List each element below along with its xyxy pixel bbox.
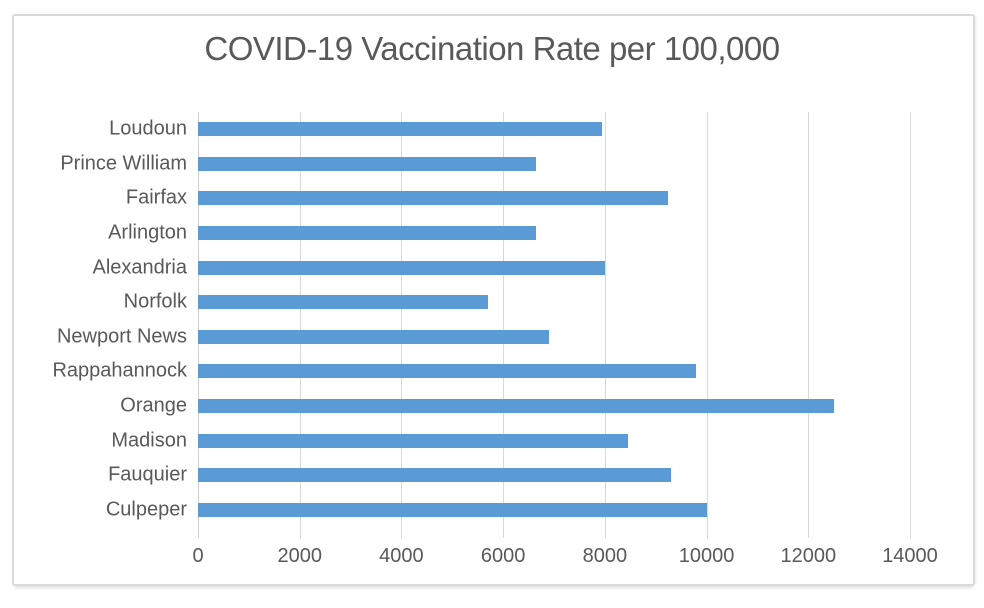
category-label-orange: Orange <box>120 394 187 417</box>
x-tick-label-4000: 4000 <box>379 545 424 567</box>
category-label-norfolk: Norfolk <box>123 290 187 313</box>
bar-madison <box>198 433 628 448</box>
category-label-fauquier: Fauquier <box>108 463 187 486</box>
chart-frame <box>12 14 975 586</box>
bar-orange <box>198 398 834 413</box>
category-label-rappahannock: Rappahannock <box>52 359 187 382</box>
x-tick-label-6000: 6000 <box>480 545 526 567</box>
category-label-madison: Madison <box>111 429 187 452</box>
bar-prince-william <box>198 156 537 171</box>
bar-rappahannock <box>198 364 697 379</box>
gridline-12000 <box>808 112 810 538</box>
category-label-alexandria: Alexandria <box>92 256 187 279</box>
gridline-14000 <box>910 112 911 538</box>
category-label-fairfax: Fairfax <box>125 186 187 209</box>
x-tick-label-0: 0 <box>192 545 204 567</box>
category-label-prince-william: Prince William <box>60 152 187 175</box>
x-tick-label-14000: 14000 <box>882 545 938 567</box>
bar-alexandria <box>198 260 605 275</box>
category-label-arlington: Arlington <box>108 221 187 244</box>
x-tick-label-2000: 2000 <box>277 545 322 567</box>
y-axis-line <box>198 112 199 538</box>
category-label-loudoun: Loudoun <box>109 117 187 140</box>
x-tick-label-8000: 8000 <box>582 545 628 567</box>
plot-area: 0 2000 4000 6000 8000 10000 12000 14000 Loudoun P… <box>52 112 938 567</box>
bar-loudoun <box>198 122 603 137</box>
x-tick-label-10000: 10000 <box>678 545 735 567</box>
x-tick-label-12000: 12000 <box>780 545 837 567</box>
gridline-6000 <box>503 112 505 538</box>
gridline-4000 <box>401 112 403 538</box>
bar-fairfax <box>198 191 669 206</box>
bar-arlington <box>198 226 537 241</box>
bar-culpeper <box>198 502 707 517</box>
category-label-newport-news: Newport News <box>56 325 187 348</box>
gridline-8000 <box>604 112 606 538</box>
chart-title: COVID-19 Vaccination Rate per 100,000 <box>204 30 780 67</box>
gridline-10000 <box>706 112 708 538</box>
category-label-culpeper: Culpeper <box>105 498 187 521</box>
bar-newport-news <box>198 329 549 344</box>
gridline-2000 <box>299 112 301 538</box>
bar-fauquier <box>198 468 671 483</box>
bar-norfolk <box>198 295 488 310</box>
